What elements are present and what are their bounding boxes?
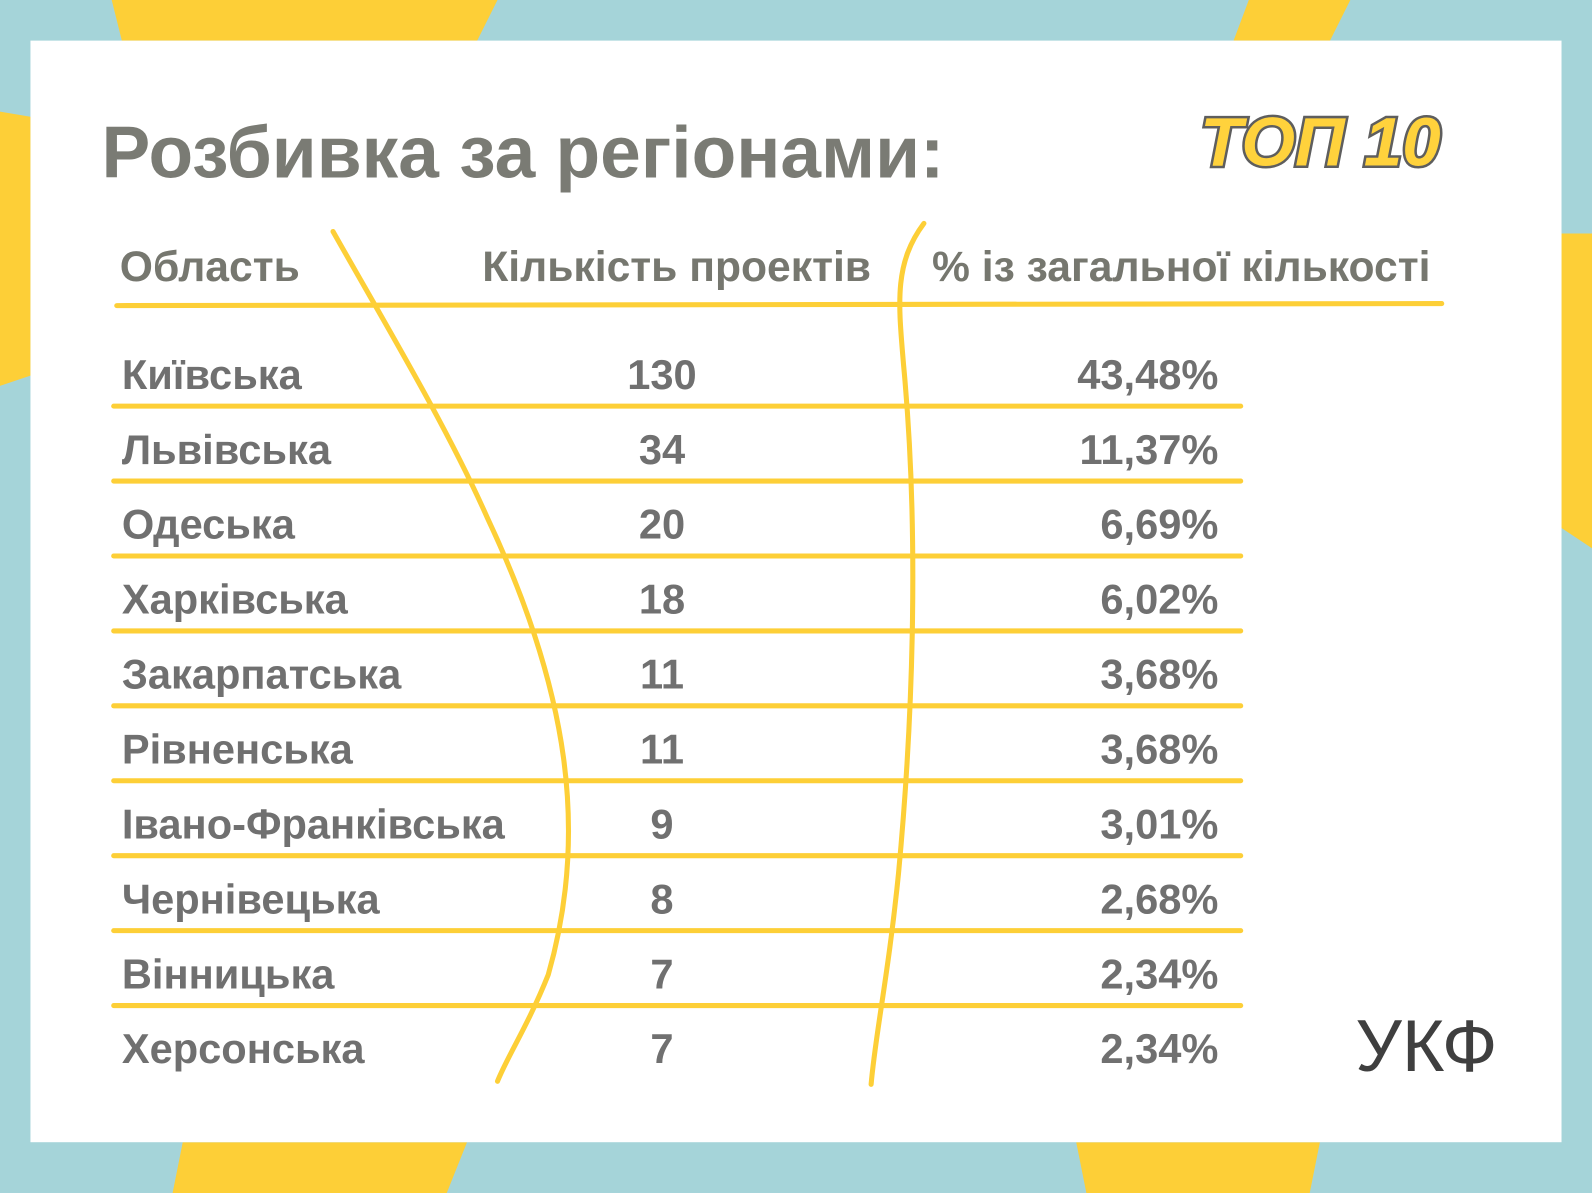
percent: 6,69% xyxy=(1100,501,1218,548)
region: Харківська xyxy=(122,576,349,623)
column-header: % із загальної кількості xyxy=(932,243,1430,291)
count: 18 xyxy=(639,576,685,623)
table: Область Кількість проектів % із загальної … xyxy=(111,243,1445,1072)
region: Рівненська xyxy=(122,726,354,773)
count: 7 xyxy=(650,950,673,997)
percent: 2,34% xyxy=(1100,1025,1218,1072)
count: 8 xyxy=(650,875,673,922)
percent: 11,37% xyxy=(1080,426,1219,473)
count: 7 xyxy=(650,1025,673,1072)
header-rule xyxy=(114,301,1445,309)
column-header: Кількість проектів xyxy=(482,243,871,291)
badge: ТОП 10 xyxy=(1200,102,1441,180)
count: 130 xyxy=(627,351,696,398)
logo: УКФ xyxy=(1355,1006,1497,1087)
region: Київська xyxy=(122,351,303,398)
percent: 6,02% xyxy=(1100,576,1218,623)
region: Закарпатська xyxy=(122,651,402,698)
region: Одеська xyxy=(122,501,296,548)
region: Івано-Франківська xyxy=(122,800,506,847)
column-divider xyxy=(868,220,927,1087)
column-header: Область xyxy=(120,243,300,291)
percent: 3,68% xyxy=(1100,651,1218,698)
region: Вінницька xyxy=(122,950,335,997)
percent: 3,01% xyxy=(1100,800,1218,847)
column-divider xyxy=(330,228,572,1084)
percent: 43,48% xyxy=(1077,351,1218,398)
count: 9 xyxy=(650,800,673,847)
region: Львівська xyxy=(122,426,332,473)
count: 34 xyxy=(639,426,685,473)
card xyxy=(30,40,1562,1143)
percent: 2,34% xyxy=(1100,950,1218,997)
percent: 3,68% xyxy=(1100,726,1218,773)
percent: 2,68% xyxy=(1100,875,1218,922)
count: 20 xyxy=(639,501,685,548)
count: 11 xyxy=(640,726,684,773)
region: Херсонська xyxy=(122,1025,366,1072)
title: Розбивка за регіонами: xyxy=(102,113,945,194)
region: Чернівецька xyxy=(122,875,381,922)
count: 11 xyxy=(640,651,684,698)
